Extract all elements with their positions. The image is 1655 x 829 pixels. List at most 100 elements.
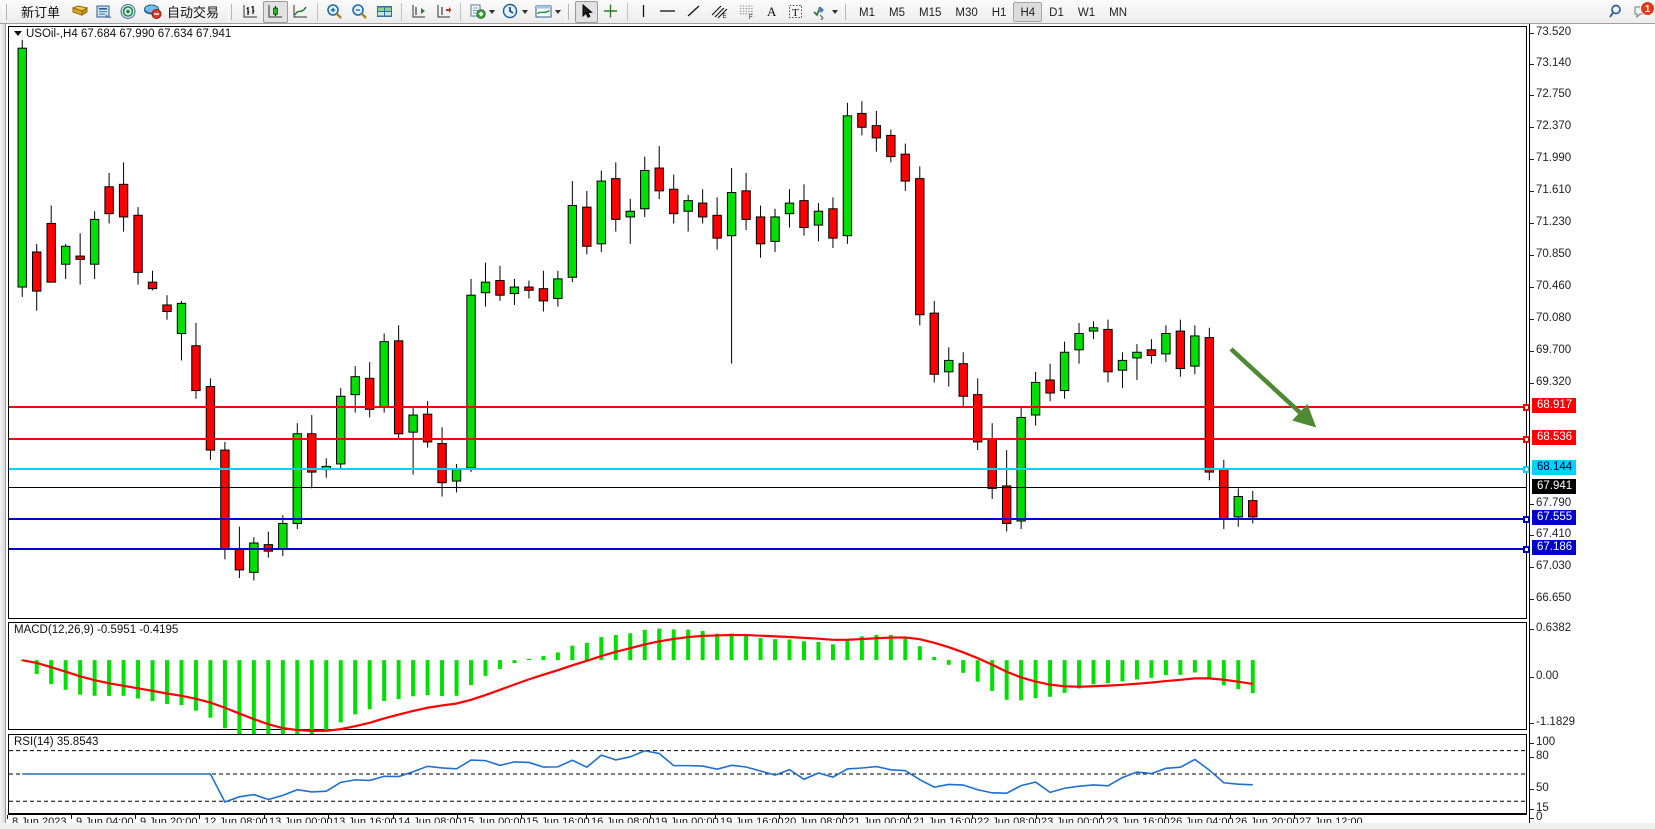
notification-badge: 1 xyxy=(1640,0,1655,16)
vertical-line-icon[interactable] xyxy=(632,1,654,23)
symbol-info-label: USOil-,H4 67.684 67.990 67.634 67.941 xyxy=(13,28,233,40)
status-bar xyxy=(0,823,1655,829)
price-tick: 69.700 xyxy=(1529,344,1572,356)
timeframe-h4[interactable]: H4 xyxy=(1013,1,1043,22)
price-tick: 67.030 xyxy=(1529,560,1572,572)
shift-end-icon[interactable] xyxy=(431,1,456,23)
price-tick: 70.850 xyxy=(1529,248,1572,260)
price-label-pivot[interactable]: 68.144 xyxy=(1532,460,1577,475)
signal-icon[interactable] xyxy=(116,1,140,23)
fibonacci-icon[interactable]: F xyxy=(733,1,760,23)
rsi-tick: 80 xyxy=(1530,750,1549,762)
rsi-label: RSI(14) 35.8543 xyxy=(13,736,100,748)
price-tick: 72.370 xyxy=(1529,120,1572,132)
toolbar-grip[interactable] xyxy=(3,1,10,22)
macd-tick: 0.00 xyxy=(1529,670,1559,682)
rsi-pane[interactable]: RSI(14) 35.8543 xyxy=(8,734,1527,814)
timeframe-mn[interactable]: MN xyxy=(1109,6,1127,19)
line-chart-icon[interactable] xyxy=(288,1,313,23)
rsi-series xyxy=(9,749,1526,803)
main-toolbar: 新订单 自动交易 xyxy=(0,0,1655,24)
price-tick: 71.610 xyxy=(1529,184,1572,196)
price-tick: 70.460 xyxy=(1529,280,1572,292)
zoom-in-icon[interactable] xyxy=(322,1,347,23)
timeframe-h1[interactable]: H1 xyxy=(991,6,1007,19)
price-tick: 71.990 xyxy=(1529,152,1572,164)
text-icon[interactable]: A xyxy=(760,1,783,23)
svg-text:E: E xyxy=(723,14,727,20)
current-price-line xyxy=(9,487,1526,488)
toolbar-separator-2 xyxy=(401,2,403,21)
templates-icon[interactable] xyxy=(531,1,564,23)
chevron-down-icon-2[interactable] xyxy=(522,9,529,14)
text-label-icon[interactable]: T xyxy=(783,1,808,23)
objects-icon[interactable] xyxy=(808,1,841,23)
svg-text:F: F xyxy=(749,15,753,20)
chart-menu-caret-icon[interactable] xyxy=(14,31,22,37)
equidistant-channel-icon[interactable]: E xyxy=(706,1,733,23)
toolbar-separator-1 xyxy=(317,2,319,21)
indicators-icon[interactable] xyxy=(465,1,498,23)
autotrading-button[interactable]: 自动交易 xyxy=(140,1,227,23)
price-label-resistance-1[interactable]: 68.917 xyxy=(1532,398,1577,413)
rsi-tick: 50 xyxy=(1530,782,1549,794)
horizontal-line-icon[interactable] xyxy=(654,1,681,23)
trendline-icon[interactable] xyxy=(681,1,706,23)
folder-icon[interactable] xyxy=(68,1,92,23)
chevron-down-icon[interactable] xyxy=(489,9,496,14)
crosshair-icon[interactable] xyxy=(598,1,623,23)
rsi-tick: 15 xyxy=(1530,802,1549,814)
shift-start-icon[interactable] xyxy=(406,1,431,23)
search-icon[interactable] xyxy=(1605,1,1631,23)
price-tick: 73.140 xyxy=(1529,57,1572,69)
chevron-down-icon-3[interactable] xyxy=(555,9,562,14)
chevron-down-icon-4[interactable] xyxy=(832,9,839,14)
tile-windows-icon[interactable] xyxy=(372,1,397,23)
autotrading-label: 自动交易 xyxy=(167,5,220,20)
toolbar-grip-4[interactable] xyxy=(842,1,850,22)
price-pane[interactable]: USOil-,H4 67.684 67.990 67.634 67.941 xyxy=(8,26,1530,619)
price-tick: 67.790 xyxy=(1529,497,1572,509)
timeframe-d1[interactable]: D1 xyxy=(1049,6,1064,19)
price-label-current[interactable]: 67.941 xyxy=(1532,479,1577,494)
price-tick: 66.650 xyxy=(1529,592,1572,604)
price-label-resistance-2[interactable]: 68.536 xyxy=(1532,430,1577,445)
cursor-icon[interactable] xyxy=(575,0,599,23)
timeframe-w1[interactable]: W1 xyxy=(1077,6,1096,19)
macd-series xyxy=(20,628,1255,745)
bar-chart-icon[interactable] xyxy=(238,1,263,23)
candlestick-series xyxy=(17,34,1258,581)
chart-window: USOil-,H4 67.684 67.990 67.634 67.941 xyxy=(0,24,1655,829)
toolbar-separator-4 xyxy=(627,2,629,21)
chart-plot-area[interactable]: USOil-,H4 67.684 67.990 67.634 67.941 xyxy=(6,24,1655,829)
toolbar-grip-2[interactable] xyxy=(228,1,236,22)
price-tick: 71.230 xyxy=(1529,216,1572,228)
price-tick: 73.520 xyxy=(1529,26,1572,38)
new-order-button[interactable]: 新订单 xyxy=(13,1,68,23)
price-label-support-1[interactable]: 67.555 xyxy=(1532,510,1577,525)
zoom-out-icon[interactable] xyxy=(347,1,372,23)
candlestick-icon[interactable] xyxy=(263,0,289,23)
timeframe-m5[interactable]: M5 xyxy=(889,6,905,19)
price-axis[interactable]: 73.520 73.140 72.750 72.370 71.990 71.61… xyxy=(1529,24,1655,829)
timeframe-m15[interactable]: M15 xyxy=(919,6,942,19)
macd-label: MACD(12,26,9) -0.5951 -0.4195 xyxy=(13,624,180,636)
toolbar-grip-3[interactable] xyxy=(565,1,573,22)
news-icon[interactable] xyxy=(92,1,116,23)
rsi-tick: 100 xyxy=(1529,736,1556,748)
period-icon[interactable] xyxy=(498,1,531,23)
svg-text:A: A xyxy=(767,4,777,19)
timeframe-m30[interactable]: M30 xyxy=(955,6,978,19)
new-order-label: 新订单 xyxy=(21,5,61,20)
timeframe-m1[interactable]: M1 xyxy=(859,6,876,19)
price-label-support-2[interactable]: 67.186 xyxy=(1532,540,1577,555)
notifications-button[interactable]: 1 xyxy=(1631,0,1655,22)
symbol-ohlc-text: USOil-,H4 67.684 67.990 67.634 67.941 xyxy=(26,28,232,40)
macd-pane[interactable]: MACD(12,26,9) -0.5951 -0.4195 xyxy=(8,622,1527,745)
chart-scrollbar[interactable] xyxy=(0,24,6,829)
macd-tick: -1.1829 xyxy=(1529,716,1576,728)
bearish-arrow-annotation[interactable] xyxy=(9,27,1526,618)
price-tick: 67.410 xyxy=(1529,528,1572,540)
price-tick: 69.320 xyxy=(1529,376,1572,388)
